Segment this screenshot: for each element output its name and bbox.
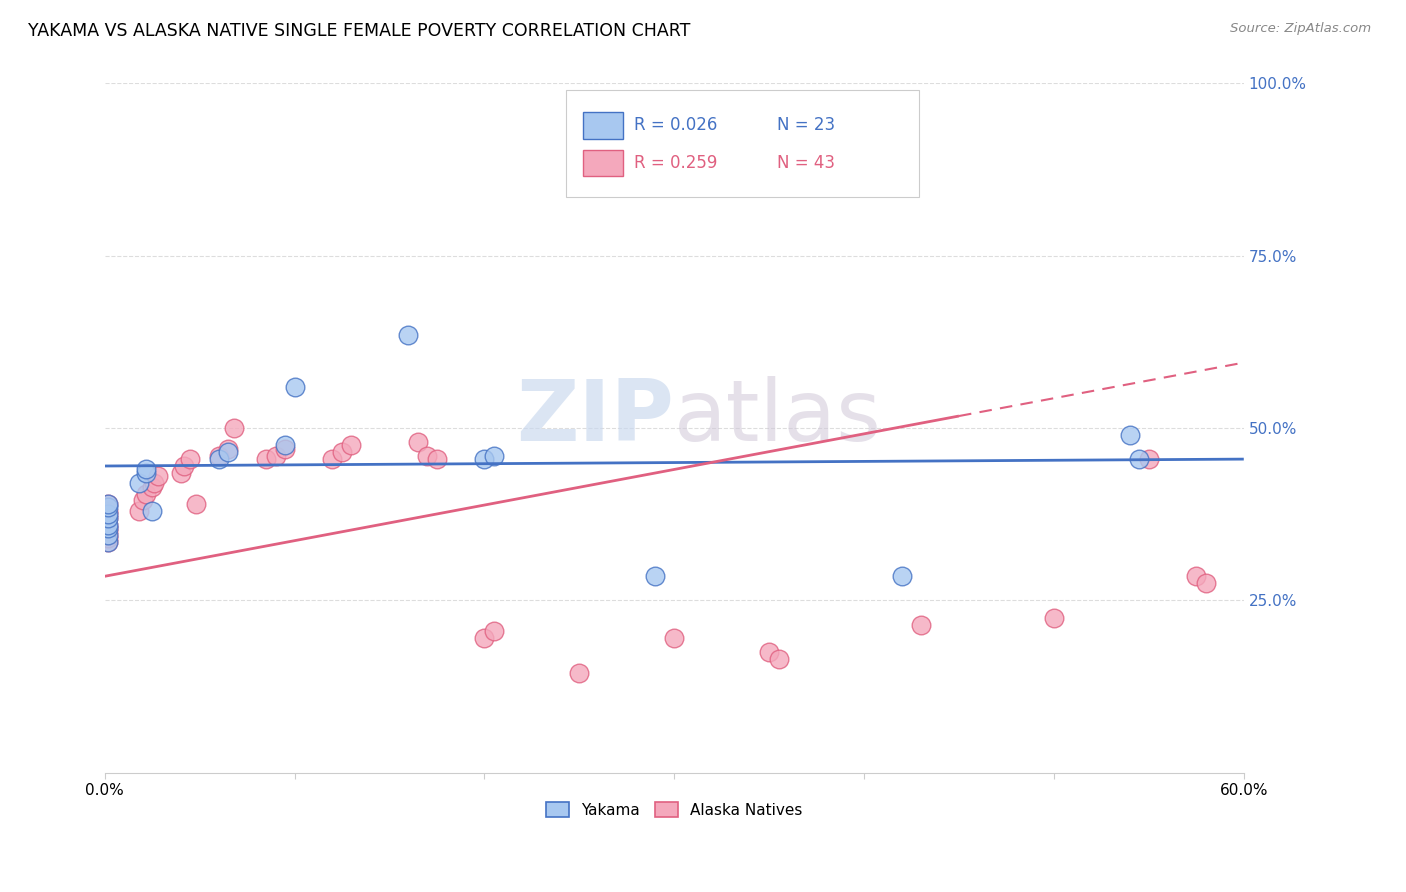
Point [1185,569,1208,583]
Point [758,645,780,659]
Point [482,449,505,463]
FancyBboxPatch shape [567,90,920,197]
Point [97,517,120,532]
Text: N = 43: N = 43 [776,153,835,171]
Bar [583,150,623,177]
Point [768,652,790,666]
Point [222,421,245,435]
Point [173,458,195,473]
Point [135,466,157,480]
Point [97,521,120,535]
Point [1128,452,1150,467]
Point [97,532,120,546]
Point [396,328,419,343]
Point [283,380,305,394]
Point [135,486,157,500]
Point [97,500,120,515]
Point [97,508,120,522]
Point [97,517,120,532]
Point [97,534,120,549]
Point [97,497,120,511]
Point [1195,576,1218,591]
Point [321,452,343,467]
Point [97,504,120,518]
Point [474,452,496,467]
Point [274,438,297,452]
Point [568,665,591,680]
Point [264,449,287,463]
Point [274,442,297,456]
Point [254,452,277,467]
Point [1137,452,1160,467]
Point [217,445,239,459]
Point [128,476,150,491]
Point [1043,610,1066,624]
Text: Source: ZipAtlas.com: Source: ZipAtlas.com [1230,22,1371,36]
Point [141,504,163,518]
Point [97,534,120,549]
Point [97,528,120,542]
Point [97,510,120,524]
Point [891,569,914,583]
Text: atlas: atlas [675,376,882,459]
Point [416,449,439,463]
Point [910,617,932,632]
Point [169,466,191,480]
Point [179,452,201,467]
Point [664,632,686,646]
Point [97,524,120,539]
Point [406,434,429,449]
Bar [583,112,623,138]
Point [207,452,229,467]
Point [141,480,163,494]
Point [97,510,120,524]
Point [330,445,353,459]
Text: N = 23: N = 23 [776,117,835,135]
Point [184,497,207,511]
Text: ZIP: ZIP [516,376,675,459]
Point [146,469,169,483]
Point [482,624,505,639]
Point [426,452,449,467]
Point [97,521,120,535]
Point [207,449,229,463]
Point [97,528,120,542]
Point [1119,428,1142,442]
Point [97,497,120,511]
Text: R = 0.259: R = 0.259 [634,153,717,171]
Point [143,476,166,491]
Point [340,438,363,452]
Point [474,632,496,646]
Point [131,493,153,508]
Point [97,508,120,522]
Point [644,569,666,583]
Point [135,462,157,476]
Point [128,504,150,518]
Legend: Yakama, Alaska Natives: Yakama, Alaska Natives [540,796,808,823]
Text: R = 0.026: R = 0.026 [634,117,717,135]
Point [217,442,239,456]
Text: YAKAMA VS ALASKA NATIVE SINGLE FEMALE POVERTY CORRELATION CHART: YAKAMA VS ALASKA NATIVE SINGLE FEMALE PO… [28,22,690,40]
